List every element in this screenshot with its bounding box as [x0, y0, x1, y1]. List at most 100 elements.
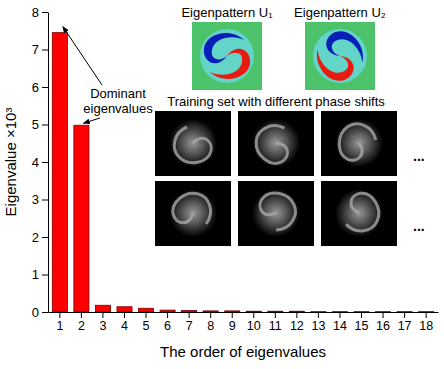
x-tick-mark: [146, 312, 147, 318]
training-image: [155, 181, 231, 246]
speckle-spiral: [174, 127, 211, 163]
swirl-red: [210, 49, 250, 79]
image-background: [192, 22, 262, 90]
x-tick-label: 13: [311, 319, 325, 333]
image-disk: [252, 189, 300, 237]
x-tick-mark: [167, 312, 168, 318]
x-tick-mark: [339, 312, 340, 318]
bar: [52, 33, 67, 312]
swirl: [309, 24, 372, 87]
x-tick-label: 5: [143, 319, 150, 333]
x-tick-mark: [404, 312, 405, 318]
x-tick: 2: [78, 312, 85, 333]
y-tick-label: 0: [32, 305, 39, 320]
x-tick-mark: [232, 312, 233, 318]
arrow: [63, 27, 102, 85]
image-background: [238, 111, 314, 176]
x-tick: 12: [290, 312, 304, 333]
training-image: [238, 181, 314, 246]
x-tick: 9: [229, 312, 236, 333]
chart: 012345678123456789101112131415161718The …: [0, 0, 444, 369]
y-tick: 4: [32, 155, 48, 170]
bar: [95, 305, 110, 312]
x-tick-mark: [361, 312, 362, 318]
image-disk: [335, 119, 383, 167]
bar: [182, 311, 197, 313]
bar: [117, 307, 132, 312]
training-image: [155, 111, 231, 176]
x-tick-label: 17: [398, 319, 412, 333]
annotation-line: eigenvalues: [83, 101, 153, 116]
x-axis-title: The order of eigenvalues: [160, 343, 326, 360]
swirl: [204, 33, 250, 79]
y-tick-label: 1: [32, 267, 39, 282]
x-tick-mark: [124, 312, 125, 318]
speckle-spiral: [336, 121, 378, 164]
x-tick-label: 8: [207, 319, 214, 333]
y-tick-mark: [42, 200, 48, 201]
speckle-spiral: [167, 187, 217, 236]
x-tick: 8: [207, 312, 214, 333]
x-tick: 6: [164, 312, 171, 333]
bar: [332, 311, 347, 312]
y-tick-mark: [42, 275, 48, 276]
y-tick-mark: [42, 125, 48, 126]
y-tick-mark: [42, 50, 48, 51]
x-tick-label: 15: [355, 319, 369, 333]
image-disk: [169, 119, 217, 167]
x-tick-label: 10: [247, 319, 261, 333]
y-tick-label: 2: [32, 230, 39, 245]
inset-label: Eigenpattern U₂: [294, 5, 386, 20]
x-tick-label: 18: [419, 319, 433, 333]
y-tick-mark: [42, 87, 48, 88]
x-tick-mark: [275, 312, 276, 318]
x-tick-label: 6: [164, 319, 171, 333]
image-disk: [335, 189, 383, 237]
y-tick: 7: [32, 42, 48, 57]
eigenpattern-image: [305, 22, 375, 90]
bar: [289, 311, 304, 312]
x-tick: 4: [121, 312, 128, 333]
x-tick-label: 11: [269, 319, 282, 333]
x-tick-mark: [59, 312, 60, 318]
bar: [397, 311, 412, 312]
x-tick-mark: [296, 312, 297, 318]
y-tick: 6: [32, 80, 48, 95]
image-background: [155, 181, 231, 246]
x-tick: 16: [376, 312, 390, 333]
x-tick: 15: [355, 312, 369, 333]
x-tick: 14: [333, 312, 347, 333]
swirl-red: [312, 38, 358, 88]
training-image: [321, 181, 397, 246]
training-image: [238, 111, 314, 176]
bar: [268, 311, 283, 312]
y-tick: 0: [32, 305, 48, 320]
ellipsis: ...: [413, 218, 425, 234]
speckle-spiral: [249, 118, 300, 169]
arrow: [83, 118, 100, 123]
bar: [203, 311, 218, 312]
x-tick: 13: [311, 312, 325, 333]
bar: [376, 311, 391, 312]
bar: [354, 311, 369, 312]
y-tick-label: 8: [32, 5, 39, 20]
x-tick-label: 12: [290, 319, 304, 333]
inset-label: Eigenpattern U₁: [181, 5, 273, 20]
bar: [74, 125, 89, 312]
x-tick: 10: [247, 312, 261, 333]
bar: [419, 311, 434, 312]
y-tick: 5: [32, 117, 48, 132]
x-axis: 123456789101112131415161718: [49, 312, 439, 333]
x-tick-label: 4: [121, 319, 128, 333]
image-background: [238, 181, 314, 246]
x-tick-mark: [102, 312, 103, 318]
bars: [52, 33, 433, 312]
annotation: Dominanteigenvalues: [83, 86, 153, 116]
x-tick: 7: [186, 312, 193, 333]
y-tick-mark: [42, 12, 48, 13]
eigenpattern-image: [192, 22, 262, 90]
ellipsis: ...: [413, 148, 425, 164]
bar: [311, 311, 326, 312]
bar: [138, 308, 153, 312]
annotation-line: Dominant: [90, 86, 146, 101]
